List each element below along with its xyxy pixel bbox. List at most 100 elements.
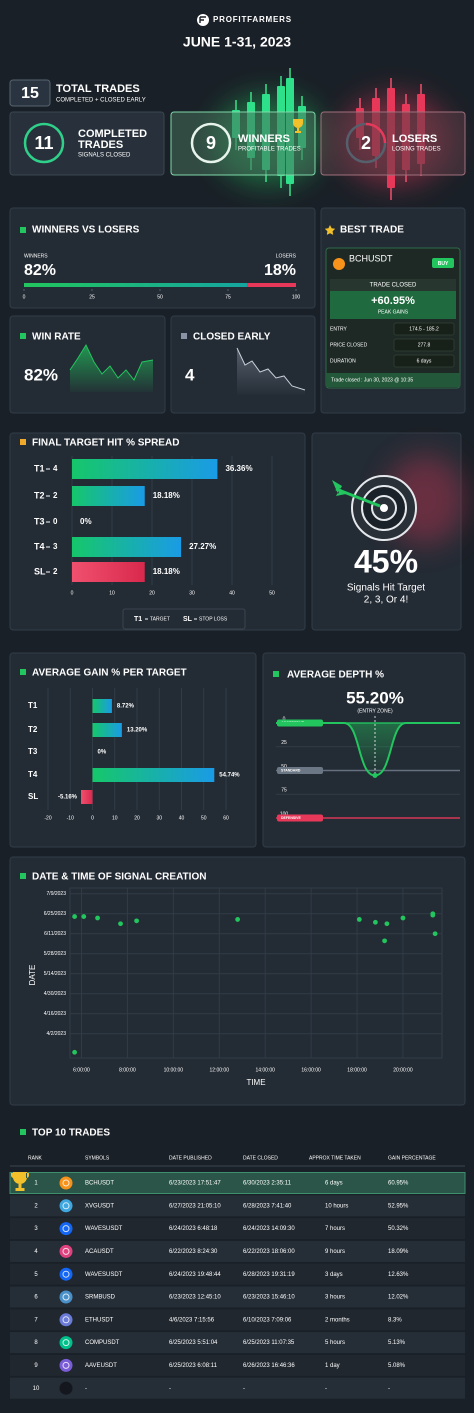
table-cell: 12.63% bbox=[388, 1272, 409, 1278]
title-marker bbox=[20, 669, 26, 675]
value-label: 18.18% bbox=[153, 567, 180, 576]
table-cell: 8.3% bbox=[388, 1317, 402, 1323]
column-header: RANK bbox=[28, 1155, 43, 1161]
legend-label: LOSERS bbox=[276, 253, 297, 259]
rank: 8 bbox=[34, 1340, 38, 1346]
x-axis-label: TIME bbox=[246, 1078, 265, 1087]
table-row bbox=[10, 1218, 465, 1240]
x-tick-label: 10 bbox=[109, 590, 115, 596]
table-cell: 6/28/2023 19:31:19 bbox=[243, 1272, 295, 1278]
total-box bbox=[9, 79, 51, 107]
kpi-value: 82% bbox=[24, 365, 58, 384]
legend-text: TARGET bbox=[150, 616, 170, 622]
panel-title: WIN RATE bbox=[32, 332, 81, 343]
row-value: 6 days bbox=[417, 358, 432, 364]
column-header: DATE PUBLISHED bbox=[169, 1155, 212, 1161]
bar bbox=[92, 723, 122, 737]
bar bbox=[92, 699, 112, 713]
column-header: GAIN PERCENTAGE bbox=[388, 1155, 436, 1161]
side: BUY bbox=[438, 261, 449, 267]
rank: 7 bbox=[34, 1317, 38, 1323]
bar bbox=[72, 562, 145, 582]
count-label: 4 bbox=[53, 464, 58, 473]
category-label: T4 bbox=[28, 770, 38, 779]
table-cell: ACAUSDT bbox=[85, 1249, 114, 1255]
count-label: 2 bbox=[53, 567, 58, 576]
trophy-icon bbox=[10, 1172, 30, 1191]
card-ring bbox=[23, 122, 65, 164]
scatter-point bbox=[373, 919, 378, 925]
count-label: 3 bbox=[53, 542, 58, 551]
table-cell: 2 months bbox=[325, 1317, 350, 1323]
title-marker bbox=[20, 227, 26, 233]
kpi-value: 4 bbox=[185, 365, 195, 384]
legend-label: WINNERS bbox=[24, 253, 48, 259]
table-cell: 6/28/2023 7:41:40 bbox=[243, 1203, 292, 1209]
title-marker bbox=[20, 1129, 26, 1135]
category-label: T4 bbox=[34, 541, 45, 551]
table-cell: 6/22/2023 18:06:00 bbox=[243, 1249, 295, 1255]
table-cell: 6/25/2023 11:07:35 bbox=[243, 1340, 295, 1346]
symbol-icon bbox=[59, 1381, 73, 1395]
panel bbox=[9, 856, 466, 1106]
scatter-point bbox=[382, 938, 387, 944]
gain: +60.95% bbox=[371, 295, 415, 307]
table-cell: 6/24/2023 19:48:44 bbox=[169, 1272, 221, 1278]
value-label: 54.74% bbox=[219, 773, 240, 779]
category-label: T1 bbox=[34, 463, 45, 473]
table-cell: 5.13% bbox=[388, 1340, 406, 1346]
arrow-fletch bbox=[332, 480, 346, 496]
row-label: DURATION bbox=[330, 358, 356, 364]
table-row bbox=[10, 1377, 465, 1399]
table-cell: SRMBUSD bbox=[85, 1295, 116, 1301]
value-label: 82% bbox=[24, 262, 56, 279]
scatter-point bbox=[235, 917, 241, 922]
card-value: 11 bbox=[34, 133, 53, 153]
title-marker bbox=[273, 671, 279, 677]
scatter-point bbox=[134, 918, 139, 924]
coin-icon bbox=[333, 258, 345, 270]
depth-note: (ENTRY ZONE) bbox=[357, 708, 393, 714]
y-tick-label: 50 bbox=[281, 764, 287, 770]
category-label: T2 bbox=[28, 725, 38, 734]
legend-key: T1 bbox=[134, 616, 142, 623]
table-cell: - bbox=[325, 1386, 327, 1392]
symbol: BCHUSDT bbox=[349, 253, 393, 263]
table-cell: 6/24/2023 6:48:18 bbox=[169, 1226, 218, 1232]
highlight-value: 45% bbox=[354, 543, 418, 579]
x-tick-label: 75 bbox=[225, 294, 231, 300]
card-label: TRADES bbox=[78, 139, 123, 151]
row-value: 174.5 - 185.2 bbox=[409, 326, 439, 332]
target-center bbox=[380, 504, 388, 512]
table-cell: AAVEUSDT bbox=[85, 1363, 117, 1369]
table-cell: 6/24/2023 14:09:30 bbox=[243, 1226, 295, 1232]
x-tick-label: 10 bbox=[112, 815, 118, 821]
row-value: 277.8 bbox=[418, 342, 431, 348]
status-band bbox=[330, 279, 456, 291]
x-tick-label: 50 bbox=[157, 294, 163, 300]
table-cell: 5.08% bbox=[388, 1363, 406, 1369]
panel-title: BEST TRADE bbox=[340, 225, 404, 236]
x-tick-label: -20 bbox=[44, 815, 51, 821]
rank: 3 bbox=[34, 1226, 38, 1232]
column-header: DATE CLOSED bbox=[243, 1155, 278, 1161]
zone-label: STANDARD bbox=[281, 768, 301, 772]
title-marker bbox=[181, 333, 187, 339]
table-cell: 10 hours bbox=[325, 1203, 348, 1209]
row-value-box bbox=[393, 354, 455, 368]
table-cell: XVGUSDT bbox=[85, 1203, 114, 1209]
table-row bbox=[10, 1309, 465, 1331]
table-row bbox=[10, 1240, 465, 1262]
total-label: TOTAL TRADES bbox=[56, 83, 140, 95]
x-tick-label: 20 bbox=[149, 590, 155, 596]
table-cell: 6/25/2023 5:51:04 bbox=[169, 1340, 218, 1346]
table-cell: 3 hours bbox=[325, 1295, 345, 1301]
category-label: SL bbox=[28, 792, 38, 801]
symbol-icon bbox=[59, 1222, 73, 1236]
table-cell: 6/26/2023 16:46:36 bbox=[243, 1363, 295, 1369]
symbol-icon bbox=[59, 1313, 73, 1327]
table-row bbox=[10, 1286, 465, 1308]
table-cell: 9 hours bbox=[325, 1249, 345, 1255]
row-label: PRICE CLOSED bbox=[330, 342, 368, 348]
